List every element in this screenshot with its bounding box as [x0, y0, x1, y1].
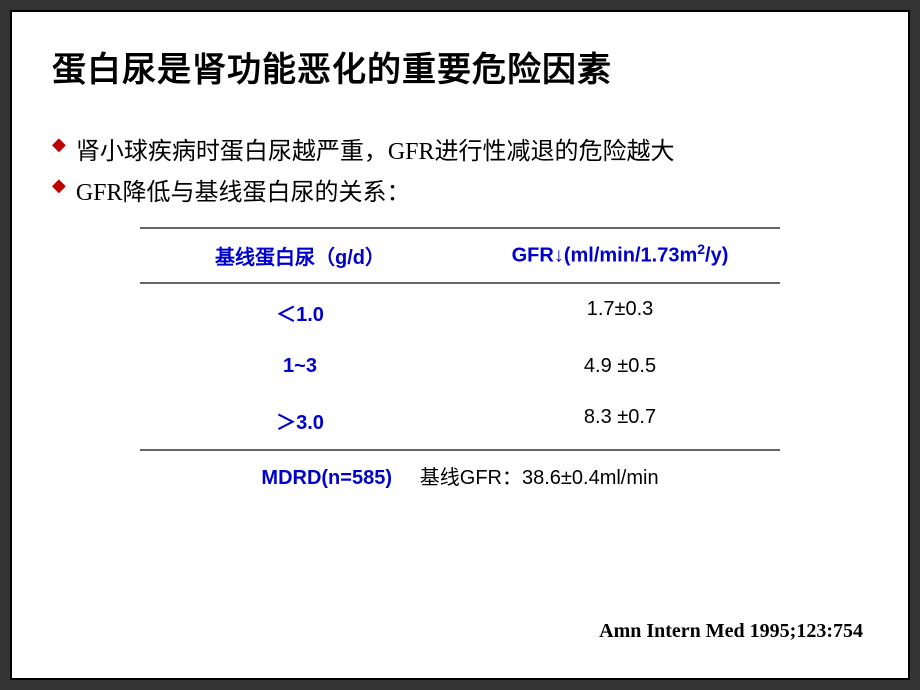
bullet-item: ◆ GFR降低与基线蛋白尿的关系： — [52, 172, 868, 207]
diamond-icon: ◆ — [52, 134, 66, 155]
bullet-list: ◆ 肾小球疾病时蛋白尿越严重，GFR进行性减退的危险越大 ◆ GFR降低与基线蛋… — [52, 131, 868, 207]
table-row: 1~3 4.9 ±0.5 — [140, 341, 780, 392]
citation: Amn Intern Med 1995;123:754 — [599, 620, 863, 643]
table-footer: MDRD(n=585) 基线GFR：38.6±0.4ml/min — [140, 451, 780, 500]
table-header-row: 基线蛋白尿（g/d） GFR↓(ml/min/1.73m2/y) — [140, 229, 780, 282]
table-cell: 1.7±0.3 — [460, 298, 780, 327]
slide-container: 蛋白尿是肾功能恶化的重要危险因素 ◆ 肾小球疾病时蛋白尿越严重，GFR进行性减退… — [10, 10, 910, 680]
table-header-col1: 基线蛋白尿（g/d） — [140, 241, 460, 270]
table-cell: 8.3 ±0.7 — [460, 406, 780, 435]
footer-text-value: 38.6±0.4ml/min — [522, 467, 659, 489]
table-row: ＜1.0 1.7±0.3 — [140, 284, 780, 341]
table-header-col2: GFR↓(ml/min/1.73m2/y) — [460, 241, 780, 270]
bullet-text-1: 肾小球疾病时蛋白尿越严重，GFR进行性减退的危险越大 — [76, 131, 675, 166]
table-cell: 4.9 ±0.5 — [460, 355, 780, 378]
slide-title: 蛋白尿是肾功能恶化的重要危险因素 — [52, 42, 868, 91]
data-table: 基线蛋白尿（g/d） GFR↓(ml/min/1.73m2/y) ＜1.0 1.… — [140, 227, 780, 500]
table-cell: ＞3.0 — [140, 406, 460, 435]
diamond-icon: ◆ — [52, 175, 66, 196]
bullet-text-2: GFR降低与基线蛋白尿的关系： — [76, 172, 411, 207]
footer-label: MDRD(n=585) — [261, 467, 392, 489]
footer-text-label: 基线GFR： — [420, 467, 522, 489]
table-row: ＞3.0 8.3 ±0.7 — [140, 392, 780, 449]
table-cell: ＜1.0 — [140, 298, 460, 327]
table-cell: 1~3 — [140, 355, 460, 378]
bullet-item: ◆ 肾小球疾病时蛋白尿越严重，GFR进行性减退的危险越大 — [52, 131, 868, 166]
